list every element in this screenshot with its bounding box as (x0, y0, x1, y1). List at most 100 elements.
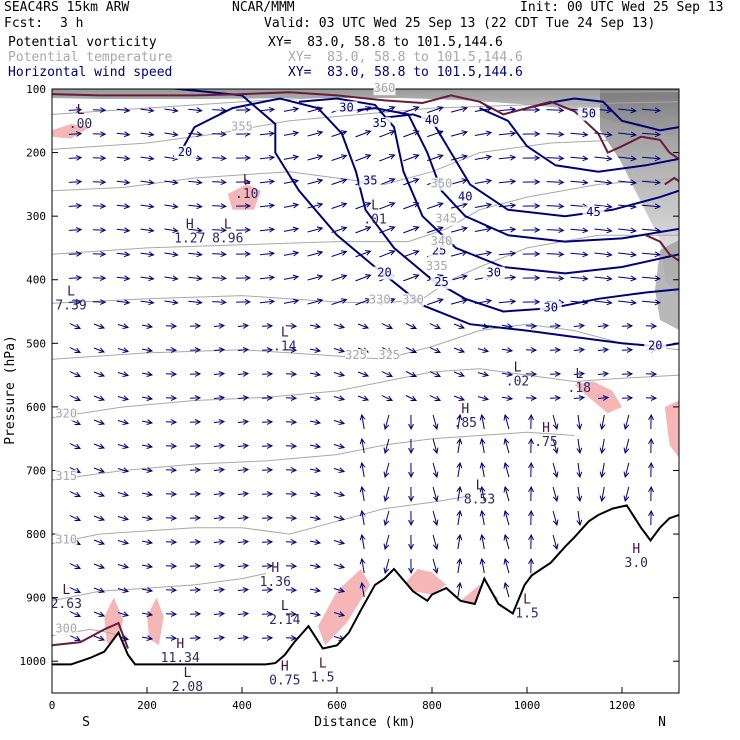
wind-vector (427, 131, 443, 138)
wind-vector (141, 541, 152, 543)
wind-vector (403, 251, 418, 258)
wind-vector (283, 301, 298, 304)
wind-vector (237, 494, 248, 495)
theta-contour-label: 300 (55, 622, 77, 636)
extremum-value: .00 (69, 117, 92, 132)
wind-vector (116, 205, 130, 206)
wind-vector (117, 613, 128, 616)
wind-vector (498, 253, 515, 255)
wind-vector (362, 559, 364, 574)
wind-speed-contour-label-bg (174, 145, 196, 159)
theta-contour-label-bg (55, 470, 78, 484)
extremum-letter: L (523, 593, 531, 608)
wind-vector (68, 110, 81, 111)
wind-vector (429, 347, 440, 353)
wind-vector (594, 205, 611, 207)
wind-vector (93, 420, 104, 424)
wind-vector (285, 374, 296, 375)
wind-speed-contour-label-bg (577, 107, 600, 121)
wind-vector (552, 462, 557, 477)
wind-vector (427, 203, 443, 210)
wind-vector (642, 109, 660, 110)
wind-vector (140, 109, 154, 111)
theta-contour (52, 234, 679, 304)
wind-vector (333, 589, 344, 592)
wind-vector (357, 396, 368, 400)
wind-vector (141, 613, 152, 615)
wind-vector (403, 275, 418, 282)
wind-vector (140, 157, 154, 159)
wind-vector (141, 373, 152, 375)
theta-contour-label-bg (345, 349, 367, 363)
y-tick-label: 600 (26, 401, 46, 414)
field-xy-pv: XY= 83.0, 58.8 to 101.5,144.6 (268, 35, 503, 50)
extremum-value: .75 (534, 435, 557, 450)
wind-vector (259, 277, 274, 279)
wind-vector (602, 486, 605, 501)
wind-vector (450, 300, 467, 305)
wind-vector (117, 397, 128, 400)
theta-contour (52, 495, 471, 545)
wind-vector (285, 446, 296, 447)
wind-vector (432, 438, 437, 453)
wind-vector (501, 397, 512, 399)
extremum-letter: L (77, 103, 85, 118)
wind-vector (642, 229, 660, 230)
extremum-letter: L (281, 599, 289, 614)
wind-vector (618, 133, 636, 135)
wind-vector (69, 443, 80, 449)
wind-vector (379, 131, 394, 138)
wind-vector (285, 518, 296, 519)
pv-shaded-region (227, 184, 261, 210)
theta-contour-label-bg (55, 533, 78, 547)
y-tick-label: 700 (26, 464, 46, 477)
wind-vector (594, 253, 611, 255)
extremum-letter: L (62, 583, 70, 598)
source-label: NCAR/MMM (232, 0, 295, 15)
wind-vector (594, 133, 611, 135)
theta-contour (52, 431, 575, 481)
wind-vector (594, 157, 611, 159)
wind-vector (458, 463, 460, 478)
wind-vector (546, 278, 564, 279)
wind-vector (285, 566, 296, 567)
theta-contour-label: 335 (426, 259, 448, 273)
extremum-letter: H (461, 402, 469, 417)
wind-vector (458, 511, 460, 526)
wind-vector (474, 157, 491, 160)
wind-vector (213, 590, 224, 591)
wind-speed-contour-label: 40 (425, 113, 439, 127)
wind-vector (432, 462, 437, 477)
wind-vector (140, 277, 154, 279)
wind-vector (141, 325, 152, 327)
wind-speed-contour-label: 25 (434, 275, 448, 289)
wind-vector (432, 510, 437, 525)
wind-vector (546, 230, 564, 231)
wind-vector (505, 463, 510, 478)
wind-vector (501, 373, 512, 375)
wind-vector (618, 253, 636, 255)
wind-vector (333, 469, 344, 472)
pv-shaded-region (52, 124, 90, 139)
wind-vector (429, 323, 440, 329)
wind-vector (285, 350, 296, 351)
wind-vector (116, 181, 130, 182)
wind-vector (546, 206, 564, 207)
wind-vector (458, 535, 460, 550)
wind-vector (309, 349, 320, 351)
field-name-pv: Potential vorticity (8, 35, 157, 50)
wind-vector (552, 414, 557, 429)
wind-vector (307, 132, 323, 137)
wind-vector (597, 374, 608, 375)
wind-vector (432, 558, 437, 573)
wind-vector (117, 541, 128, 544)
wind-vector (68, 206, 81, 207)
wind-vector (625, 486, 630, 501)
south-end-label: S (82, 715, 90, 730)
wind-vector (385, 438, 390, 453)
wind-vector (573, 326, 584, 327)
theta-contour-label-bg (430, 177, 453, 191)
extremum-letter: L (319, 656, 327, 671)
wind-vector (283, 157, 298, 160)
wind-vector (164, 205, 177, 207)
